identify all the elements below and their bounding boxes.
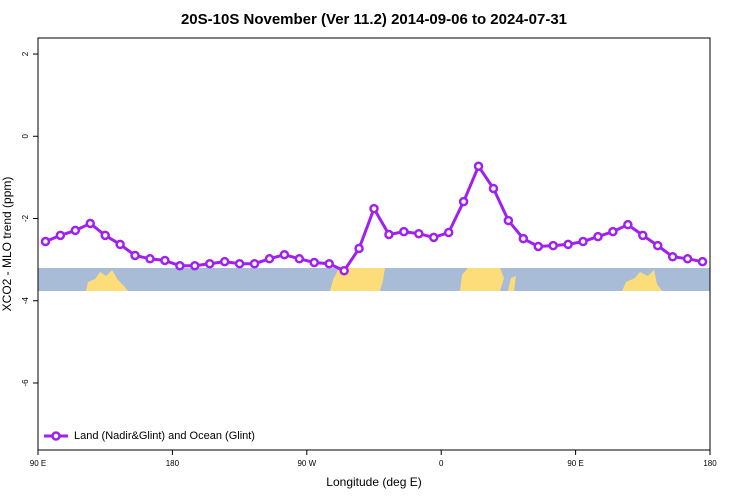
series-line	[44, 163, 703, 273]
point	[279, 249, 290, 260]
point	[578, 236, 588, 247]
y-tick-label: -2	[21, 214, 30, 222]
point	[55, 230, 66, 241]
point	[219, 256, 230, 267]
land	[622, 270, 662, 291]
point	[115, 239, 125, 250]
point	[190, 261, 200, 271]
land	[460, 268, 516, 291]
point	[548, 240, 558, 251]
point	[563, 239, 573, 250]
point	[384, 229, 394, 240]
legend-label: Land (Nadir&Glint) and Ocean (Glint)	[74, 430, 255, 442]
point	[40, 236, 51, 247]
point	[638, 230, 648, 241]
point	[623, 219, 633, 230]
point	[428, 232, 439, 243]
chart-title: 20S-10S November (Ver 11.2) 2014-09-06 t…	[181, 11, 567, 28]
y-tick-label: 2	[21, 51, 30, 56]
x-tick-label: 0	[439, 459, 444, 468]
point	[160, 255, 170, 266]
point	[264, 254, 275, 264]
point	[697, 256, 708, 267]
point	[533, 241, 544, 252]
point	[652, 240, 663, 251]
plot-frame	[37, 37, 711, 451]
point	[593, 231, 603, 242]
x-tick-label: 90 E	[567, 459, 583, 468]
point	[85, 218, 96, 229]
point	[399, 226, 409, 237]
y-tick-label: -4	[21, 297, 30, 305]
point	[473, 161, 484, 172]
point	[339, 265, 349, 276]
legend-marker	[51, 431, 61, 441]
point	[70, 225, 81, 236]
x-tick-label: 90 W	[297, 459, 316, 468]
x-tick-label: 180	[166, 459, 180, 468]
y-axis-label: XCO2 - MLO trend (ppm)	[0, 177, 14, 312]
x-tick-label: 180	[703, 459, 717, 468]
point	[294, 254, 305, 264]
point	[488, 183, 499, 194]
point	[443, 227, 454, 238]
point	[458, 196, 469, 207]
y-tick-label: -6	[21, 379, 30, 387]
point	[100, 230, 110, 241]
land	[330, 268, 385, 291]
x-axis-label: Longitude (deg E)	[326, 475, 421, 489]
point	[175, 261, 185, 271]
point	[354, 243, 364, 254]
point	[503, 215, 514, 226]
point	[414, 228, 424, 239]
point	[249, 258, 260, 269]
point	[369, 203, 379, 214]
point	[204, 258, 215, 269]
y-tick-label: 0	[21, 133, 30, 138]
point	[145, 254, 155, 264]
point	[667, 251, 678, 262]
point	[518, 233, 529, 244]
point	[234, 258, 245, 269]
point	[682, 254, 693, 264]
point	[130, 250, 140, 261]
point	[309, 257, 320, 268]
map-strip	[38, 268, 710, 291]
point	[608, 226, 618, 237]
land	[86, 270, 128, 291]
point	[324, 258, 334, 269]
x-tick-label: 90 E	[30, 459, 46, 468]
